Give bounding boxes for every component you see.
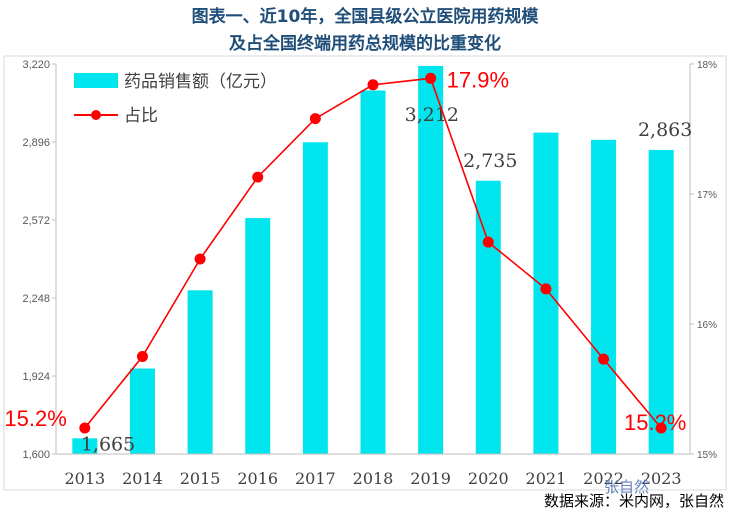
legend-line-marker [91, 110, 101, 120]
point-value-label: 15.2% [624, 410, 686, 435]
x-tick-label: 2016 [237, 469, 278, 488]
legend-line-label: 占比 [124, 106, 158, 126]
bar-2013 [72, 438, 98, 454]
bar-2014 [129, 368, 155, 454]
x-tick-label: 2023 [641, 469, 682, 488]
bar-value-label: 1,665 [81, 433, 135, 455]
bar-series [72, 65, 674, 455]
share-point-2013 [79, 422, 91, 434]
x-tick-label: 2018 [353, 469, 394, 488]
bar-value-label: 2,863 [638, 119, 692, 141]
x-tick-label: 2020 [468, 469, 509, 488]
x-tick-label: 2013 [64, 469, 105, 488]
right-tick-label: 17% [697, 190, 717, 201]
bar-2016 [245, 218, 271, 454]
x-tick-label: 2019 [410, 469, 451, 488]
left-tick-label: 1,924 [22, 371, 50, 383]
chart-border [3, 55, 727, 491]
share-point-2022 [598, 353, 610, 365]
left-axis: 1,600 1,924 2,248 2,572 2,896 3,220 [22, 59, 56, 461]
share-point-2015 [194, 253, 206, 265]
share-point-2019 [425, 72, 437, 84]
bar-2019 [418, 65, 444, 454]
share-point-2023 [655, 422, 667, 434]
share-point-2017 [309, 113, 321, 125]
bar-2022 [591, 139, 617, 455]
left-tick-label: 2,896 [22, 137, 50, 149]
bar-value-label: 3,212 [405, 104, 459, 126]
bar-2017 [302, 142, 328, 455]
legend-bar-swatch [74, 73, 118, 88]
bar-2018 [360, 90, 386, 455]
line-series [79, 72, 667, 434]
share-point-2016 [252, 171, 264, 183]
bar-2015 [187, 290, 213, 454]
bar-2023 [648, 149, 674, 454]
x-tick-label: 2014 [122, 469, 163, 488]
left-tick-label: 1,600 [22, 449, 50, 461]
source-note: 数据来源：米内网，张自然 [544, 492, 724, 510]
right-tick-label: 15% [697, 450, 717, 461]
x-tick-label: 2015 [180, 469, 221, 488]
left-tick-label: 2,572 [22, 215, 50, 227]
chart-title-line2: 及占全国终端用药总规模的比重变化 [229, 33, 501, 54]
share-point-2021 [540, 283, 552, 295]
right-axis: 15% 16% 17% 18% [690, 60, 717, 461]
x-axis: 2013 2014 2015 2016 2017 2018 2019 2020 2021 2022… [64, 469, 681, 488]
legend: 药品销售额（亿元） 占比 [74, 72, 277, 126]
share-point-2018 [367, 79, 379, 91]
bar-value-label: 2,735 [463, 150, 517, 172]
right-tick-label: 16% [697, 320, 717, 331]
chart-title-line1: 图表一、近10年，全国县级公立医院用药规模 [192, 6, 540, 27]
x-tick-label: 2021 [526, 469, 567, 488]
x-tick-label: 2017 [295, 469, 336, 488]
right-tick-label: 18% [697, 60, 717, 71]
point-value-labels: 15.2% 17.9% 15.2% [4, 67, 686, 435]
left-tick-label: 2,248 [22, 293, 50, 305]
point-value-label: 17.9% [447, 67, 509, 92]
legend-bar-label: 药品销售额（亿元） [124, 72, 277, 92]
point-value-label: 15.2% [4, 406, 66, 431]
share-point-2020 [482, 236, 494, 248]
bar-2020 [475, 180, 501, 454]
watermark-text: 张自然 [604, 478, 649, 496]
bar-value-labels: 1,665 3,212 2,735 2,863 [81, 104, 693, 455]
x-tick-label: 2022 [583, 469, 624, 488]
share-point-2014 [136, 351, 148, 362]
left-tick-label: 3,220 [22, 59, 50, 71]
